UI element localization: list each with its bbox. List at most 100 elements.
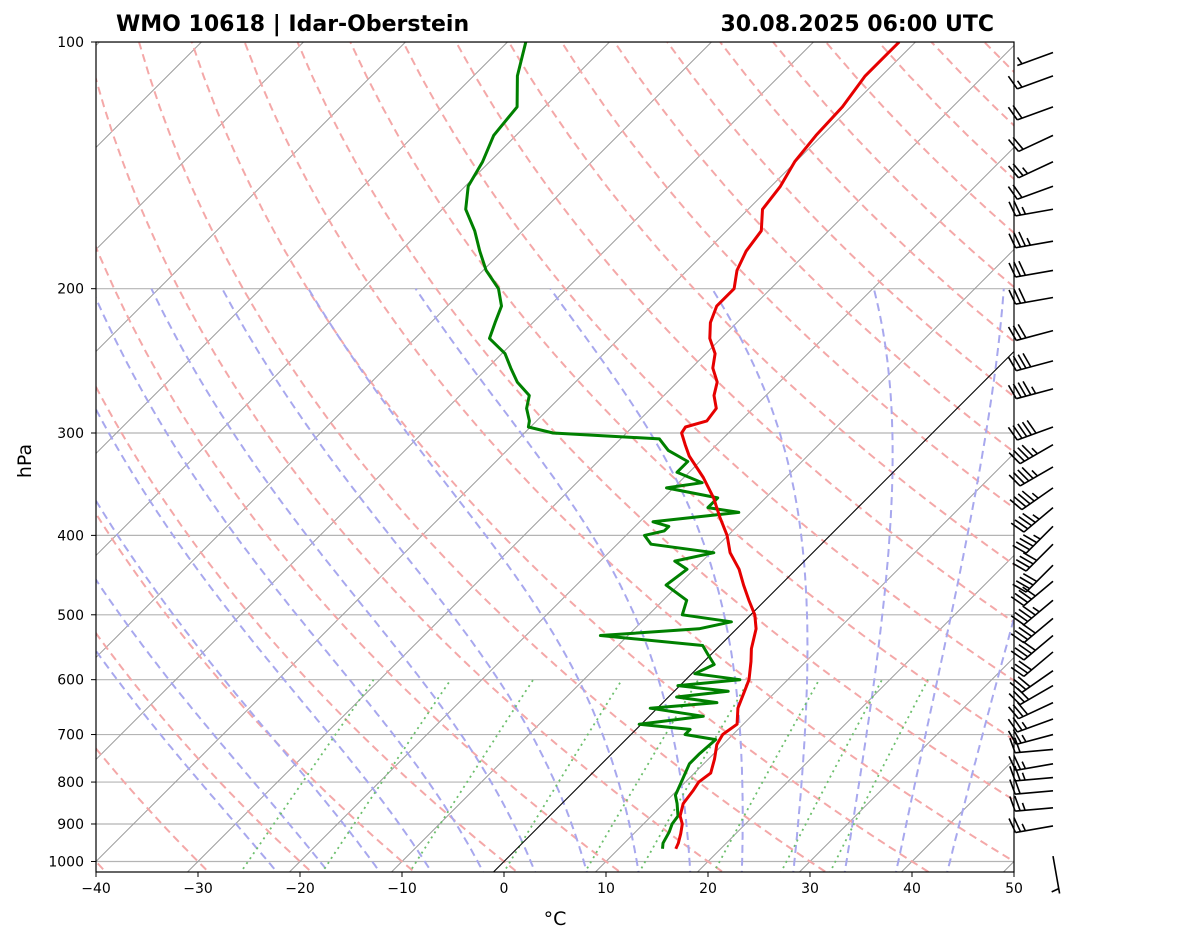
wind-barb [1007,353,1054,372]
wind-barb-feather [1012,163,1024,177]
wind-barb-feather [1012,325,1022,340]
wind-barb-feather [1022,605,1036,616]
y-tick-label: 1000 [48,854,84,870]
wind-barb-staff [1016,329,1054,342]
wind-barb-feather [1007,75,1018,90]
dry-adiabat-lines [96,42,1181,879]
y-tick-label: 200 [57,282,84,298]
wind-barb-staff [1015,776,1054,782]
dry-adiabat [825,42,1014,235]
wind-barb-feather [1015,559,1031,569]
wind-barb-feather [1026,419,1037,434]
dry-adiabat [96,747,210,872]
moist-adiabat-lines [96,288,1014,872]
wind-barb-feather [1022,167,1029,175]
wind-barb-feather [1014,519,1029,530]
dry-adiabat [1090,42,1181,879]
wind-barb [1010,617,1054,644]
wind-barb-feather [1022,551,1038,562]
dry-adiabat [96,511,416,872]
y-tick-label: 700 [57,728,84,744]
y-tick-label: 500 [57,608,84,624]
wind-barb-feather [1010,522,1025,533]
moist-adiabat [96,498,382,872]
wind-barb [1008,684,1054,706]
wind-barb-feather [1010,650,1025,661]
dry-adiabat [560,42,1014,510]
wind-barb-staff [1015,269,1054,278]
wind-barb-feather [1022,512,1036,524]
wind-barb [1007,75,1054,90]
wind-barb-feather [1021,466,1034,479]
wind-barb-feather [1013,232,1022,248]
wind-barb-feather [1031,447,1038,455]
x-tick-label: 10 [597,881,615,897]
mixing-ratio-line [780,679,883,872]
isotherm--60 [96,42,712,659]
wind-barb-feather [1007,165,1020,179]
wind-barb-feather [1018,260,1027,276]
wind-barb [1007,717,1054,733]
wind-barb [1008,260,1054,278]
mixing-ratio-line [713,679,820,872]
isotherm--20 [289,146,1014,872]
wind-barb-feather [1008,755,1017,771]
wind-barb-feather [1007,186,1018,200]
dry-adiabat [455,42,1014,624]
x-tick-label: 0 [500,881,509,897]
wind-barb-feather [1012,355,1022,370]
wind-barb-feather [1008,693,1021,706]
wind-barb-feather [1032,514,1040,520]
wind-barb [1012,564,1054,593]
x-tick-label: 50 [1005,881,1023,897]
wind-barb-staff [1023,507,1054,533]
wind-barb [1008,287,1054,305]
wind-barb-feather [1031,492,1039,499]
wind-barb-feather [1021,761,1027,770]
wind-barb-feather [1013,755,1022,770]
wind-barb-feather [1012,544,1027,554]
wind-barb-feather [1018,516,1033,527]
wind-barb-staff [1017,426,1054,441]
wind-barb-staff [1021,487,1054,511]
wind-barb [1008,755,1054,772]
wind-barb-feather [1012,717,1023,731]
wind-barb-feather [1018,589,1033,600]
moist-adiabat [96,407,433,872]
wind-barb-staff [1015,296,1054,305]
wind-barb-feather [1019,555,1034,565]
wind-barb-feather [1018,626,1033,637]
wind-barb-feather [1022,623,1036,634]
wind-barb-feather [1016,56,1023,65]
isotherm--80 [96,42,508,455]
y-tick-label: 600 [57,673,84,689]
wind-barb-feather [1019,537,1034,547]
wind-barb-feather [1021,772,1026,781]
x-tick-label: −30 [183,881,213,897]
wind-barb-feather [1012,184,1023,199]
dry-adiabat [243,42,1014,863]
y-axis-label: hPa [14,444,36,478]
wind-barb-feather [1022,573,1038,583]
wind-barb-feather [1013,200,1022,216]
wind-barb-staff [1015,763,1054,772]
wind-barb [1008,817,1054,834]
wind-barb-feather [1013,817,1022,833]
wind-barb-feather [1007,106,1018,121]
wind-barb-feather [1010,633,1025,644]
moist-adiabat [221,288,588,872]
dry-adiabat [96,75,725,872]
mixing-ratio-line [239,679,375,872]
wind-barb-feather [1017,354,1027,369]
wind-barb-staff [1019,466,1054,487]
dry-adiabat [96,631,313,872]
wind-barb-feather [1021,721,1028,729]
wind-barb-feather [1009,796,1016,812]
chart-title-datetime: 30.08.2025 06:00 UTC [720,12,994,37]
wind-barb [1009,737,1054,754]
moist-adiabat [96,649,279,872]
wind-barb-feather [1008,233,1017,249]
wind-barb-feather [1009,779,1016,795]
moist-adiabat [711,288,809,872]
wind-barb-staff [1017,51,1054,67]
